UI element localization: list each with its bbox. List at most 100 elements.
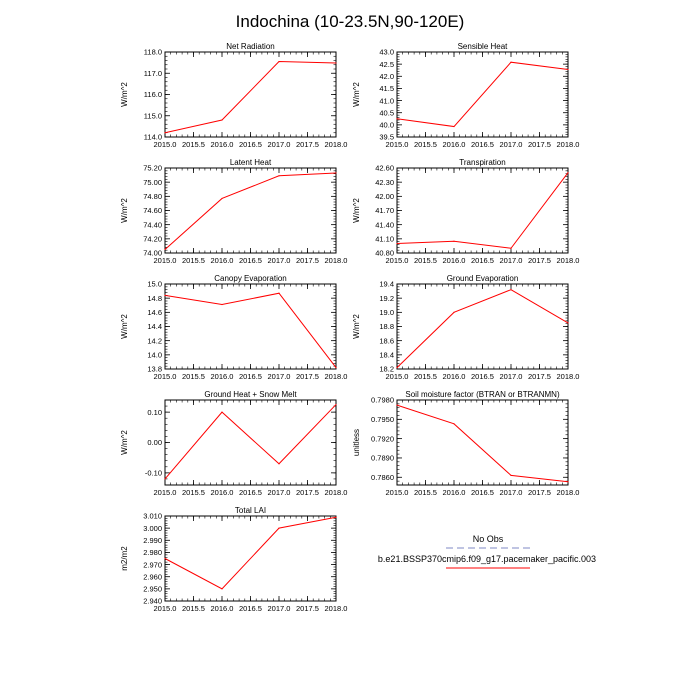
- x-tick-label: 2015.0: [154, 140, 177, 149]
- panel-title: Sensible Heat: [458, 42, 509, 51]
- data-point: [510, 289, 512, 291]
- x-tick-label: 2017.0: [500, 372, 523, 381]
- panel-title: Transpiration: [459, 158, 505, 167]
- data-point: [221, 303, 223, 306]
- data-point: [510, 61, 512, 63]
- data-point: [278, 463, 280, 465]
- y-tick-label: 43.0: [379, 48, 394, 57]
- y-tick-label: 14.0: [147, 351, 162, 360]
- y-tick-label: 117.0: [144, 69, 162, 78]
- y-tick-label: 14.8: [147, 294, 162, 303]
- y-tick-label: 115.0: [144, 111, 162, 120]
- panel-title: Canopy Evaporation: [214, 274, 287, 283]
- y-tick-label: 2.980: [143, 548, 162, 557]
- x-tick-label: 2018.0: [325, 372, 348, 381]
- y-tick-label: 41.5: [379, 84, 394, 93]
- y-tick-label: 75.20: [143, 164, 162, 173]
- data-point: [396, 242, 398, 245]
- series-line: [164, 61, 337, 134]
- y-tick-label: 3.000: [143, 524, 162, 533]
- data-point: [335, 516, 337, 518]
- legend-model-label: b.e21.BSSP370cmip6.f09_g17.pacemaker_pac…: [378, 554, 596, 564]
- x-tick-label: 2018.0: [325, 604, 348, 613]
- x-tick-label: 2016.5: [239, 140, 262, 149]
- y-tick-label: 114.0: [144, 133, 162, 142]
- panel-latent-heat: Latent Heat W/m^2 2015.0 2015.5 2016.0 2016.5…: [120, 158, 347, 265]
- y-tick-label: 0.00: [147, 438, 162, 447]
- data-point: [164, 478, 166, 480]
- y-tick-label: 0.10: [147, 408, 162, 417]
- x-tick-label: 2017.0: [268, 372, 291, 381]
- y-tick-label: 74.00: [143, 249, 162, 258]
- y-tick-label: 14.4: [147, 322, 162, 331]
- series-line: [164, 172, 337, 250]
- panel-title: Total LAI: [235, 506, 266, 515]
- x-tick-label: 2018.0: [557, 372, 580, 381]
- x-tick-label: 2015.0: [386, 256, 409, 265]
- x-tick-label: 2015.0: [154, 256, 177, 265]
- x-tick-label: 2017.0: [500, 256, 523, 265]
- y-tick-label: 2.940: [143, 597, 162, 606]
- data-point: [510, 247, 512, 249]
- y-tick-label: 74.20: [143, 235, 162, 244]
- x-tick-label: 2015.5: [182, 604, 205, 613]
- x-tick-label: 2016.0: [211, 604, 234, 613]
- x-tick-label: 2015.5: [182, 140, 205, 149]
- panel-ground-heat-snow-melt: Ground Heat + Snow Melt W/m^2 2015.0 2015.5…: [120, 390, 347, 497]
- x-tick-label: 2018.0: [325, 140, 348, 149]
- x-tick-label: 2017.0: [500, 488, 523, 497]
- panel-title: Ground Evaporation: [447, 274, 519, 283]
- x-tick-label: 2017.5: [528, 488, 551, 497]
- x-tick-label: 2017.5: [528, 140, 551, 149]
- data-point: [335, 403, 337, 406]
- x-tick-label: 2017.5: [296, 140, 319, 149]
- data-point: [278, 527, 280, 529]
- data-point: [335, 172, 337, 174]
- x-tick-label: 2015.0: [154, 604, 177, 613]
- y-tick-label: 40.0: [379, 121, 394, 130]
- data-point: [221, 197, 223, 200]
- x-tick-label: 2015.5: [182, 372, 205, 381]
- x-tick-label: 2018.0: [325, 256, 348, 265]
- x-tick-label: 2015.5: [414, 140, 437, 149]
- x-tick-label: 2017.0: [268, 604, 291, 613]
- panel-ground-evaporation: Ground Evaporation W/m^2 2015.0 2015.5 2016.…: [352, 274, 579, 381]
- x-tick-label: 2017.5: [296, 256, 319, 265]
- y-tick-label: 116.0: [144, 90, 162, 99]
- y-tick-label: 19.0: [379, 308, 394, 317]
- x-tick-label: 2016.5: [239, 488, 262, 497]
- x-tick-label: 2015.5: [414, 488, 437, 497]
- panel-soil-moisture-factor-btran-or-btranmn: Soil moisture factor (BTRAN or BTRANMN) u…: [352, 390, 579, 497]
- y-tick-label: 42.60: [375, 164, 394, 173]
- y-tick-label: 41.10: [375, 235, 394, 244]
- x-tick-label: 2017.5: [528, 256, 551, 265]
- y-tick-label: 74.40: [143, 220, 162, 229]
- data-point: [453, 125, 455, 128]
- plot-frame: [396, 167, 569, 254]
- x-tick-label: 2016.0: [443, 140, 466, 149]
- data-point: [396, 366, 398, 369]
- y-axis-label: W/m^2: [120, 82, 129, 107]
- plot-frame: [164, 167, 337, 254]
- plot-frame: [164, 399, 337, 486]
- y-tick-label: -0.10: [145, 469, 162, 478]
- x-tick-label: 2016.0: [211, 256, 234, 265]
- y-tick-label: 2.950: [143, 585, 162, 594]
- y-tick-label: 14.2: [147, 336, 162, 345]
- data-point: [278, 292, 280, 294]
- data-point: [221, 411, 223, 413]
- x-tick-label: 2016.0: [443, 488, 466, 497]
- panel-total-lai: Total LAI m2/m2 2015.0 2015.5 2016.0 2016.5 20…: [120, 506, 347, 613]
- panel-canopy-evaporation: Canopy Evaporation W/m^2 2015.0 2015.5 2016.…: [120, 274, 347, 381]
- series-line: [396, 172, 569, 249]
- data-point: [164, 248, 166, 251]
- y-tick-label: 75.00: [143, 178, 162, 187]
- data-point: [567, 68, 569, 71]
- y-tick-label: 3.010: [143, 512, 162, 521]
- y-tick-label: 18.6: [379, 336, 394, 345]
- plot-frame: [396, 399, 569, 486]
- x-tick-label: 2018.0: [557, 488, 580, 497]
- data-point: [453, 423, 455, 425]
- x-tick-label: 2017.5: [296, 604, 319, 613]
- panel-transpiration: Transpiration W/m^2 2015.0 2015.5 2016.0 2016…: [352, 158, 579, 265]
